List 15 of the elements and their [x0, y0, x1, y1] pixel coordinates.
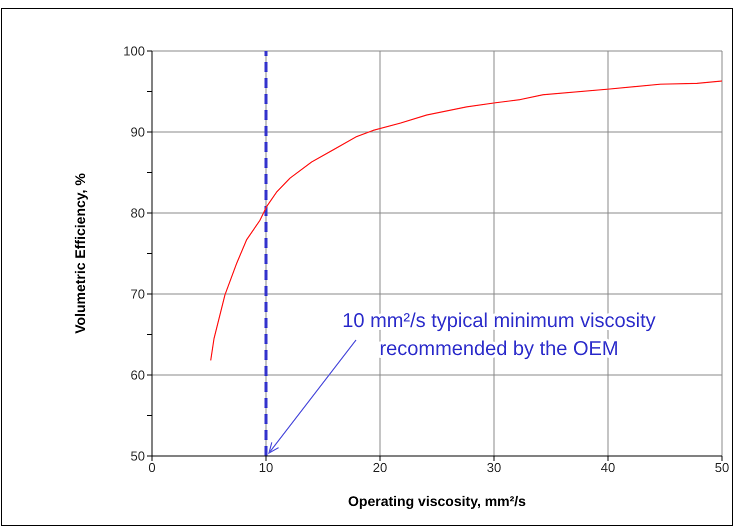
x-tick-label: 0	[148, 460, 156, 476]
x-tick-label: 20	[372, 460, 388, 476]
x-axis-title: Operating viscosity, mm²/s	[348, 493, 526, 509]
y-tick-label: 70	[130, 286, 145, 302]
y-tick-label: 80	[130, 206, 145, 221]
x-tick-label: 50	[714, 460, 730, 476]
y-tick-label: 90	[130, 124, 145, 140]
y-tick-label: 50	[130, 448, 145, 464]
y-tick-label: 60	[130, 368, 145, 383]
y-tick-label: 100	[123, 44, 145, 59]
x-tick-label: 30	[486, 460, 502, 476]
x-tick-label: 10	[258, 460, 274, 476]
line-series	[210, 80, 722, 362]
x-tick-label: 40	[600, 460, 616, 476]
y-axis-title: Volumetric Efficiency, %	[72, 172, 88, 334]
